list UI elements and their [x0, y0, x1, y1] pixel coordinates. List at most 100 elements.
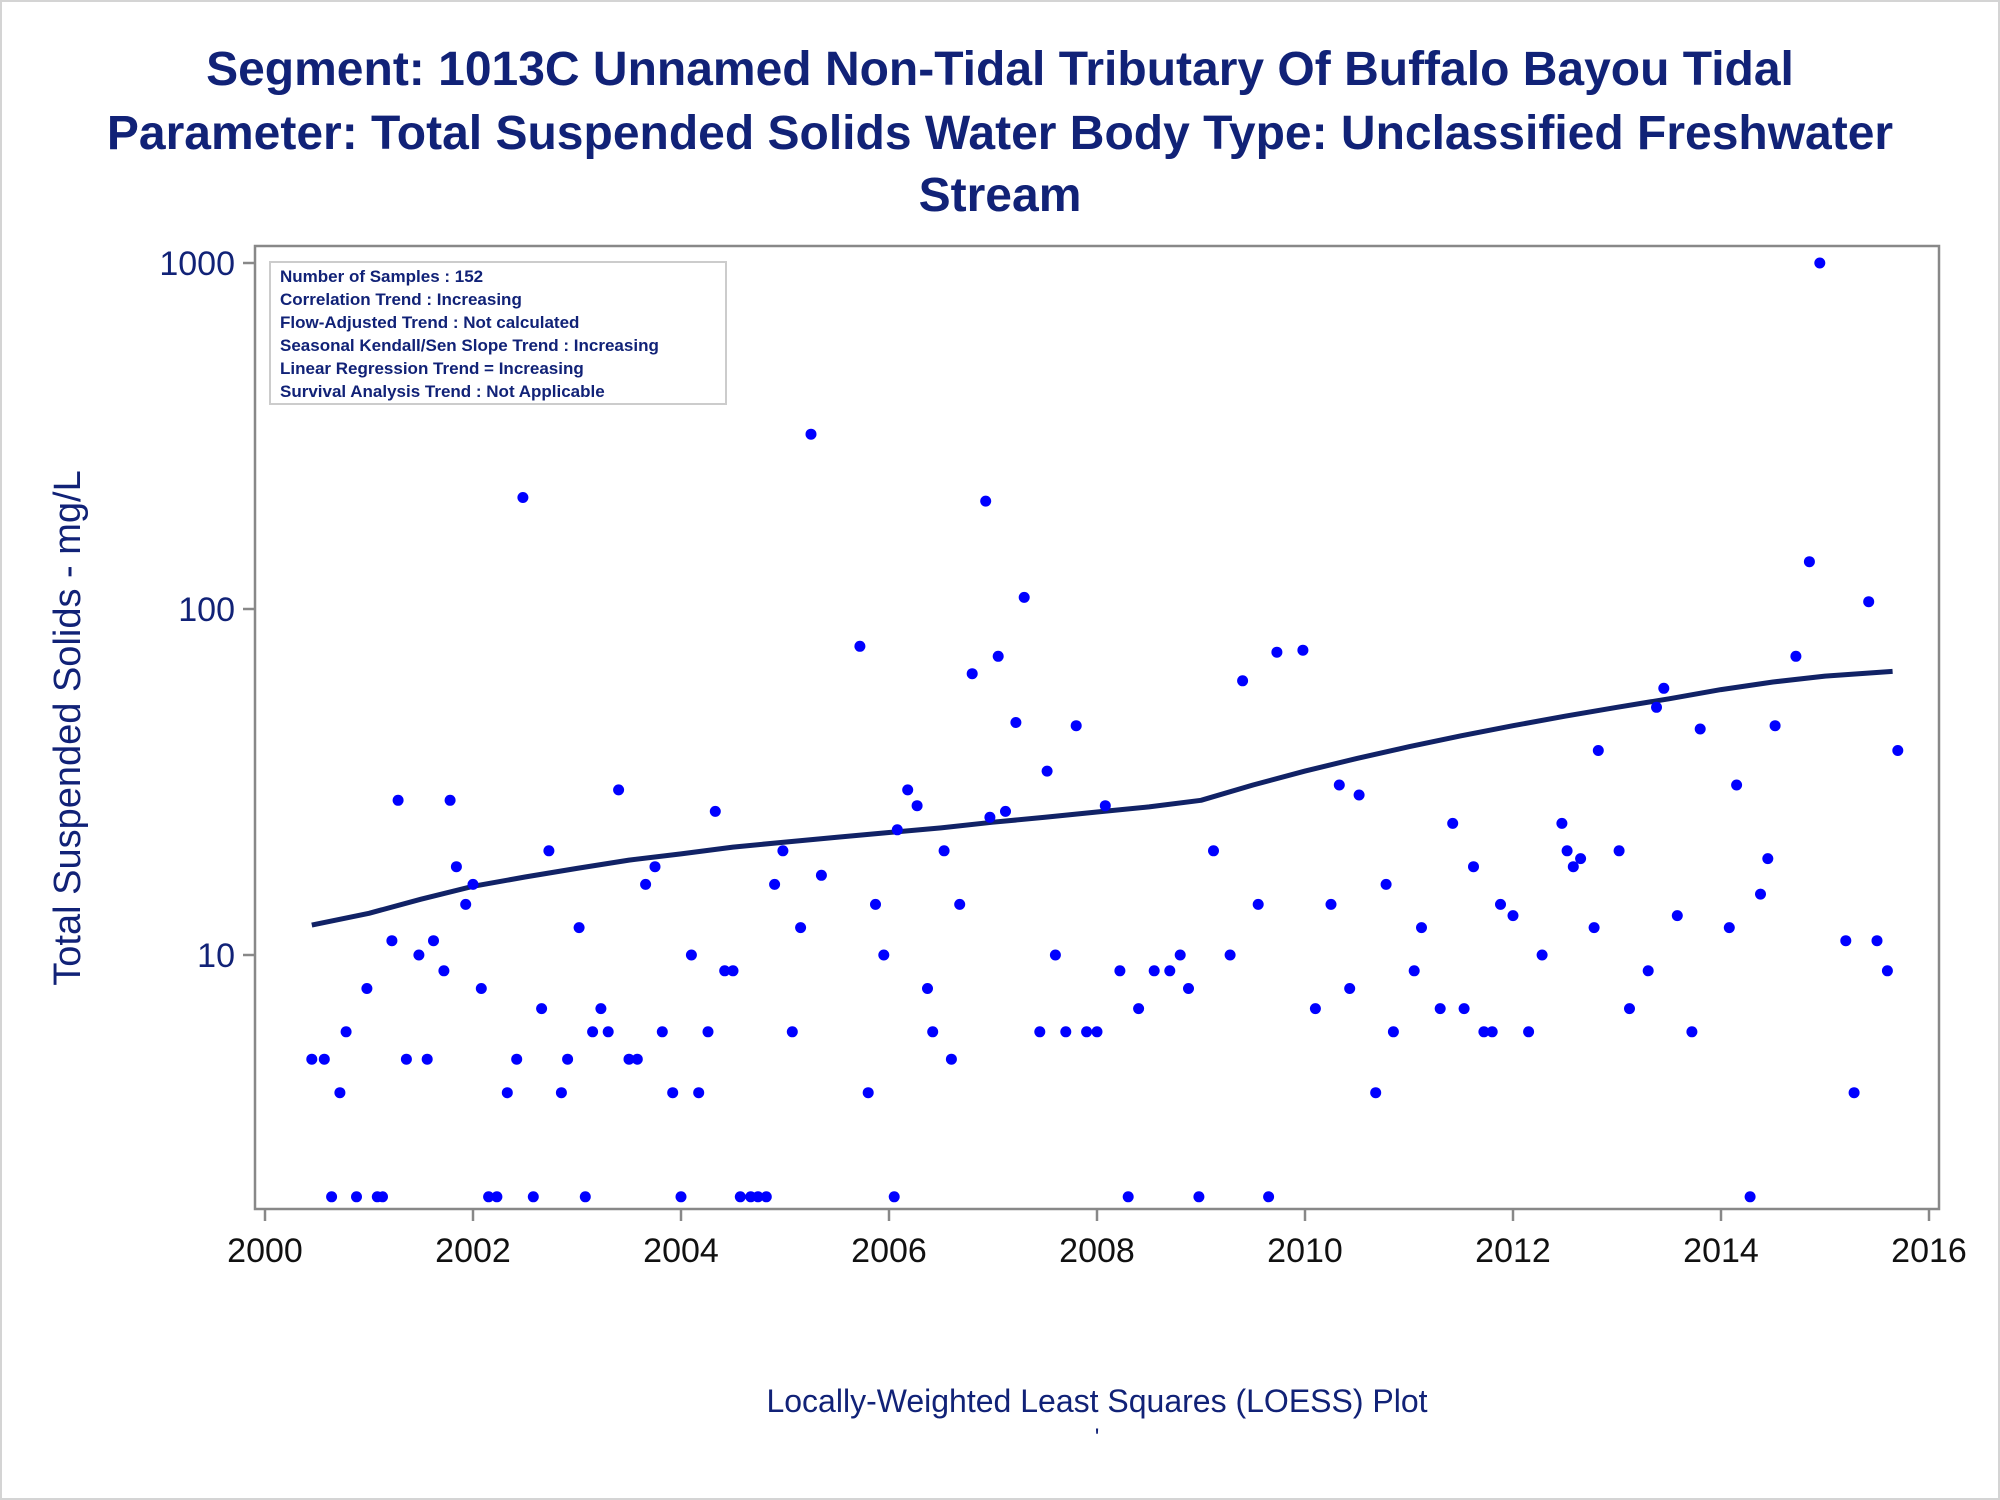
- data-point: [483, 1191, 495, 1203]
- data-point: [623, 1053, 635, 1065]
- data-point: [631, 1053, 643, 1065]
- points-layer: [306, 257, 1904, 1203]
- data-point: [326, 1191, 338, 1203]
- data-point: [400, 1053, 412, 1065]
- data-point: [685, 949, 697, 961]
- data-point: [460, 898, 472, 910]
- data-point: [1447, 817, 1459, 829]
- data-point: [340, 1026, 352, 1038]
- data-point: [334, 1087, 346, 1099]
- data-point: [709, 805, 721, 817]
- info-box: Number of Samples : 152 Correlation Tren…: [269, 261, 727, 405]
- data-point: [1814, 257, 1826, 269]
- data-point: [1478, 1026, 1490, 1038]
- data-point: [1252, 898, 1264, 910]
- data-point: [511, 1053, 523, 1065]
- data-point: [805, 428, 817, 440]
- data-point: [438, 965, 450, 977]
- data-point: [1091, 1026, 1103, 1038]
- data-point: [1592, 745, 1604, 756]
- data-point: [702, 1026, 714, 1038]
- data-point: [1892, 745, 1904, 756]
- data-point: [1325, 898, 1337, 910]
- data-point: [1309, 1003, 1321, 1015]
- data-point: [1174, 949, 1186, 961]
- data-point: [1694, 723, 1706, 735]
- data-point: [1762, 853, 1774, 865]
- data-point: [902, 784, 914, 796]
- data-point: [1495, 898, 1506, 910]
- data-point: [752, 1191, 764, 1203]
- data-point: [938, 845, 950, 857]
- data-point: [1848, 1087, 1860, 1099]
- data-point: [562, 1053, 574, 1065]
- info-linear-regression-trend: Linear Regression Trend = Increasing: [280, 359, 584, 378]
- data-point: [555, 1087, 567, 1099]
- data-point: [769, 878, 781, 890]
- data-point: [1237, 675, 1249, 687]
- trend-layer: [311, 668, 1893, 928]
- data-point: [1642, 965, 1654, 977]
- data-point: [1353, 789, 1365, 801]
- data-point: [984, 811, 996, 823]
- data-point: [421, 1053, 433, 1065]
- data-point: [413, 949, 425, 961]
- data-point: [1070, 720, 1082, 732]
- x-tick-label: 2014: [1683, 1232, 1759, 1270]
- x-tick-label: 2008: [1059, 1232, 1135, 1270]
- data-point: [1434, 1003, 1446, 1015]
- data-point: [760, 1191, 772, 1203]
- data-point: [1686, 1026, 1698, 1038]
- x-tick-label: 2010: [1267, 1232, 1343, 1270]
- data-point: [1567, 861, 1579, 873]
- data-point: [1224, 949, 1236, 961]
- data-point: [450, 861, 462, 873]
- data-point: [1000, 805, 1011, 817]
- data-point: [1881, 965, 1893, 977]
- data-point: [1010, 717, 1022, 728]
- data-point: [1671, 910, 1683, 922]
- data-point: [1018, 591, 1030, 603]
- data-point: [1263, 1191, 1275, 1203]
- data-point: [1731, 779, 1743, 791]
- data-point: [1122, 1191, 1134, 1203]
- data-point: [595, 1003, 607, 1015]
- info-number-of-samples: Number of Samples : 152: [280, 267, 483, 286]
- data-point: [1556, 817, 1568, 829]
- data-point: [1133, 1003, 1145, 1015]
- data-point: [1755, 888, 1766, 900]
- loess-trend-line: [311, 668, 1893, 928]
- data-point: [795, 922, 807, 934]
- data-point: [966, 668, 978, 680]
- data-point: [602, 1026, 614, 1038]
- data-point: [1658, 682, 1670, 694]
- data-point: [1507, 910, 1519, 922]
- data-point: [536, 1003, 548, 1015]
- data-point: [491, 1191, 503, 1203]
- data-point: [1613, 845, 1625, 857]
- data-point: [1458, 1003, 1470, 1015]
- y-tick-label: 100: [178, 591, 235, 629]
- data-point: [386, 935, 398, 947]
- data-point: [862, 1087, 874, 1099]
- data-point: [1387, 1026, 1399, 1038]
- data-point: [734, 1191, 746, 1203]
- data-point: [351, 1191, 362, 1203]
- data-point: [922, 983, 933, 994]
- info-survival-analysis-trend: Survival Analysis Trend : Not Applicable: [280, 382, 605, 401]
- data-point: [727, 965, 739, 977]
- data-point: [1468, 861, 1479, 873]
- data-point: [1408, 965, 1420, 977]
- data-point: [954, 898, 966, 910]
- data-point: [927, 1026, 939, 1038]
- data-point: [640, 878, 652, 890]
- data-point: [1536, 949, 1548, 961]
- data-point: [1744, 1191, 1756, 1203]
- data-point: [501, 1087, 513, 1099]
- data-point: [1333, 779, 1345, 791]
- data-point: [1148, 965, 1160, 977]
- data-point: [656, 1026, 668, 1038]
- data-point: [1723, 922, 1735, 934]
- data-point: [870, 898, 881, 910]
- data-point: [1297, 644, 1309, 656]
